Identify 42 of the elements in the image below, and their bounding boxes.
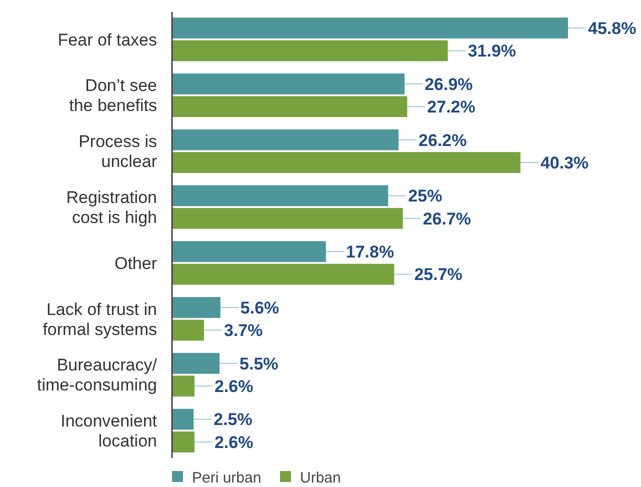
data-label: 2.6% [214,432,254,452]
data-label: 26.9% [424,74,473,94]
y-tick-label: Inconvenient location [60,412,158,451]
bar [172,208,403,229]
data-label: 40.3% [540,153,589,172]
bar [172,432,194,452]
data-label: 25% [408,186,442,206]
bar [172,129,399,150]
data-label: 3.7% [224,321,263,340]
bar [172,320,204,341]
bar [172,264,394,285]
bar [172,376,194,397]
bar [172,297,220,318]
data-label: 26.2% [418,130,467,150]
y-tick-label: Lack of trust in formal systems [42,300,157,339]
bar [172,185,388,206]
y-tick-label: Fear of taxes [58,30,157,50]
legend-label: Peri urban [192,469,262,486]
bar [172,96,408,118]
bar [172,352,220,374]
data-label: 2.6% [214,377,254,396]
data-label: 5.6% [240,298,280,318]
legend-label: Urban [300,469,341,486]
bar [172,408,194,430]
data-label: 45.8% [588,18,636,38]
data-label: 2.5% [214,410,252,430]
bar [172,152,520,173]
bar [172,40,448,62]
y-tick-label: Process is unclear [78,132,158,172]
data-label: 5.5% [240,354,278,374]
data-label: 25.7% [414,265,462,284]
data-label: 27.2% [427,98,476,117]
bar [172,18,568,38]
bar [172,73,405,94]
data-label: 31.9% [468,42,516,61]
y-tick-label: Registration cost is high [66,188,157,228]
data-label: 17.8% [346,242,394,262]
y-tick-label: Don’t see the benefits [69,76,157,116]
bar [172,241,326,262]
y-tick-label: Other [114,254,158,273]
y-tick-label: Bureaucracy/ time-consuming [37,356,158,395]
data-label: 26.7% [422,209,472,228]
